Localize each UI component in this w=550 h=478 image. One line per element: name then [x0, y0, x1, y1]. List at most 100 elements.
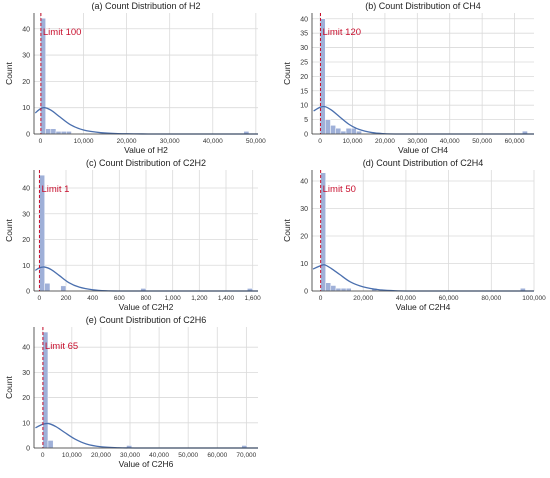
y-tick-label: 20 — [22, 237, 30, 244]
x-tick-label: 1,200 — [191, 295, 208, 302]
x-tick-label: 0 — [39, 138, 43, 145]
x-axis-label: Value of H2 — [124, 145, 168, 155]
y-tick-label: 25 — [300, 59, 308, 66]
kde-line — [313, 105, 534, 135]
plot-area — [34, 13, 258, 134]
y-tick-label: 0 — [26, 446, 30, 453]
histogram-bar — [345, 127, 352, 135]
x-tick-label: 80,000 — [481, 295, 501, 302]
x-tick-label: 60,000 — [207, 452, 227, 459]
chart-title: (b) Count Distribution of CH4 — [365, 1, 481, 11]
histogram-bar — [50, 128, 57, 135]
x-tick-label: 0 — [41, 452, 45, 459]
x-tick-label: 200 — [61, 295, 72, 302]
y-tick-label: 0 — [304, 289, 308, 296]
histogram-bar — [345, 288, 352, 292]
y-tick-label: 30 — [22, 53, 30, 60]
x-tick-label: 10,000 — [74, 138, 94, 145]
histogram-bar — [335, 288, 342, 292]
limit-label: Limit 100 — [43, 27, 82, 38]
chart-title: (e) Count Distribution of C2H6 — [86, 315, 207, 325]
x-tick-label: 50,000 — [472, 138, 492, 145]
y-tick-label: 40 — [300, 179, 308, 186]
y-tick-label: 15 — [300, 88, 308, 95]
x-tick-label: 40,000 — [203, 138, 223, 145]
histogram-bar — [45, 128, 52, 135]
histogram-bar — [47, 440, 54, 449]
y-axis-label: Count — [4, 376, 14, 399]
chart-panel: Limit 120 0 10,000 20,000 30,000 40,000 50,000… — [282, 1, 534, 155]
kde-line — [312, 264, 534, 292]
y-axis-label: Count — [282, 219, 292, 242]
histogram-bar — [335, 127, 342, 135]
y-tick-label: 0 — [26, 289, 30, 296]
x-axis-label: Value of CH4 — [398, 145, 448, 155]
histogram-bar — [356, 130, 362, 135]
x-tick-label: 70,000 — [236, 452, 256, 459]
x-tick-label: 1,600 — [245, 295, 262, 302]
y-tick-label: 40 — [300, 16, 308, 23]
x-tick-label: 30,000 — [160, 138, 180, 145]
histogram-bar — [60, 285, 67, 292]
x-tick-label: 0 — [319, 295, 323, 302]
x-axis-label: Value of C2H4 — [396, 302, 451, 312]
histogram-bar — [44, 283, 51, 292]
x-tick-label: 800 — [141, 295, 152, 302]
y-axis-label: Count — [4, 219, 14, 242]
chart-title: (c) Count Distribution of C2H2 — [86, 158, 206, 168]
x-tick-label: 0 — [318, 138, 322, 145]
chart-panel: Limit 65 0 10,000 20,000 30,000 40,000 50,000 6… — [4, 315, 258, 469]
chart-panel: Limit 50 0 20,000 40,000 60,000 80,000 100,000… — [282, 158, 546, 312]
histogram-bar — [325, 119, 331, 135]
kde-line — [35, 422, 258, 449]
x-tick-label: 20,000 — [375, 138, 395, 145]
y-axis-label: Count — [4, 62, 14, 85]
y-tick-label: 5 — [304, 117, 308, 124]
y-tick-label: 35 — [300, 31, 308, 38]
y-tick-label: 10 — [300, 261, 308, 268]
x-tick-label: 60,000 — [505, 138, 525, 145]
histogram-bar — [340, 288, 347, 292]
chart-title: (a) Count Distribution of H2 — [91, 1, 200, 11]
chart-panel: Limit 1 0 200 400 600 800 1,000 1,200 1,400 1,600… — [4, 158, 261, 312]
x-tick-label: 40,000 — [440, 138, 460, 145]
chart-panel: Limit 100 0 10,000 20,000 30,000 40,000 50,000… — [4, 1, 266, 155]
x-axis-label: Value of C2H6 — [119, 459, 174, 469]
limit-label: Limit 50 — [323, 184, 356, 195]
y-tick-label: 0 — [26, 132, 30, 139]
x-tick-label: 20,000 — [117, 138, 137, 145]
y-tick-label: 30 — [300, 206, 308, 213]
x-tick-label: 50,000 — [178, 452, 198, 459]
x-tick-label: 1,000 — [165, 295, 182, 302]
x-tick-label: 30,000 — [120, 452, 140, 459]
y-tick-label: 0 — [304, 132, 308, 139]
y-tick-label: 40 — [22, 26, 30, 33]
y-tick-label: 20 — [300, 74, 308, 81]
y-tick-label: 40 — [22, 186, 30, 193]
x-tick-label: 400 — [87, 295, 98, 302]
x-tick-label: 50,000 — [246, 138, 266, 145]
x-axis-label: Value of C2H2 — [119, 302, 174, 312]
y-tick-label: 20 — [300, 234, 308, 241]
x-tick-label: 40,000 — [149, 452, 169, 459]
x-tick-label: 60,000 — [439, 295, 459, 302]
x-tick-label: 1,400 — [218, 295, 235, 302]
x-tick-label: 600 — [114, 295, 125, 302]
y-tick-label: 10 — [22, 263, 30, 270]
y-tick-label: 30 — [22, 211, 30, 218]
y-tick-label: 30 — [22, 370, 30, 377]
y-tick-label: 30 — [300, 45, 308, 52]
histogram-bar — [340, 130, 347, 135]
limit-label: Limit 1 — [41, 184, 69, 195]
y-axis-label: Count — [282, 62, 292, 85]
histogram-bar — [330, 125, 336, 135]
x-tick-label: 20,000 — [91, 452, 111, 459]
y-tick-label: 10 — [22, 420, 30, 427]
y-tick-label: 20 — [22, 79, 30, 86]
histogram-bar — [350, 127, 357, 135]
x-tick-label: 40,000 — [396, 295, 416, 302]
y-tick-label: 10 — [22, 105, 30, 112]
histogram-bar — [325, 282, 332, 292]
